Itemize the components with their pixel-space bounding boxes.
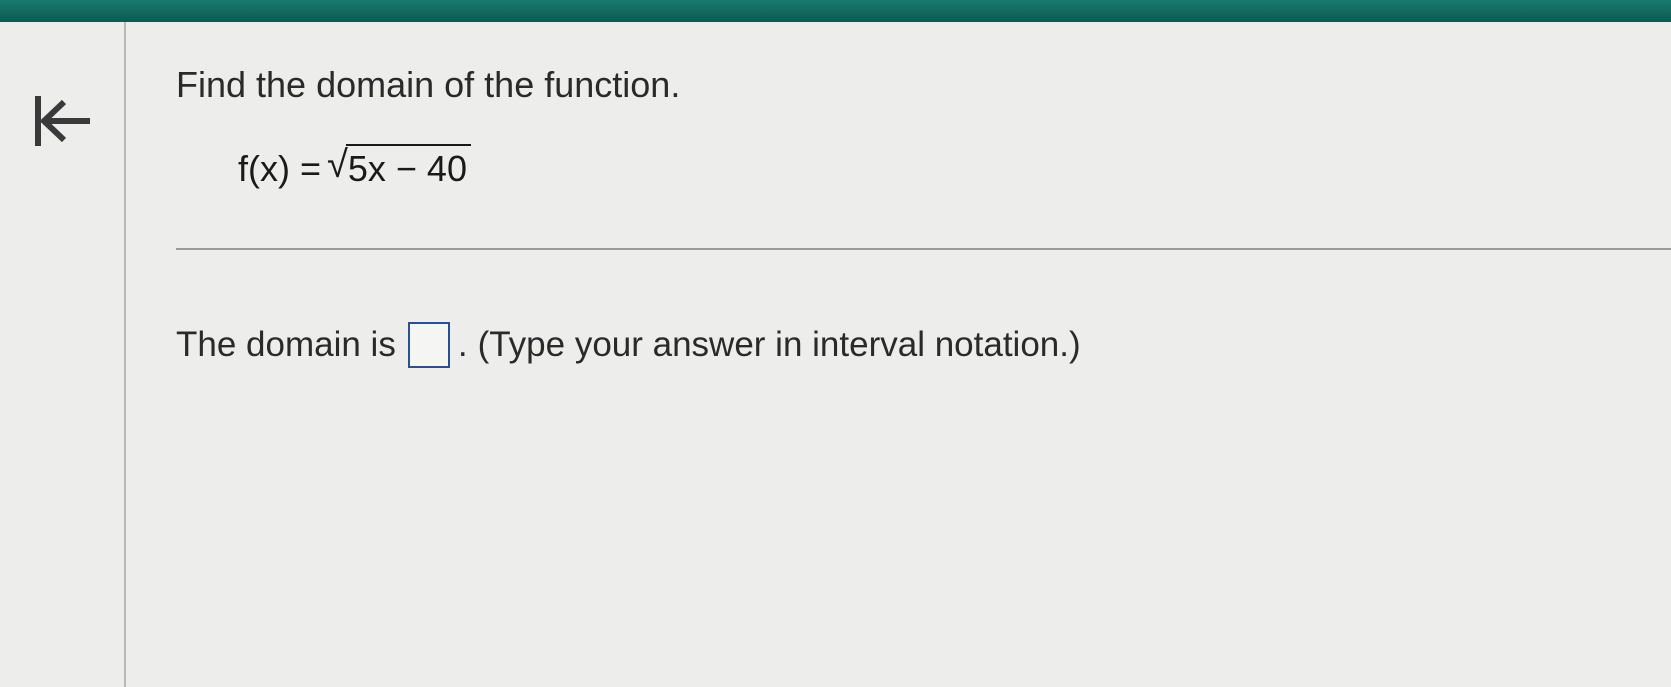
answer-row: The domain is . (Type your answer in int… <box>176 322 1671 368</box>
sqrt-expression: √ 5x − 40 <box>327 144 471 190</box>
page-container: Find the domain of the function. f(x) = … <box>0 22 1671 687</box>
answer-input[interactable] <box>408 322 450 368</box>
answer-prefix: The domain is <box>176 325 396 365</box>
function-formula: f(x) = √ 5x − 40 <box>238 144 1671 190</box>
question-content: Find the domain of the function. f(x) = … <box>126 22 1671 687</box>
answer-hint: (Type your answer in interval notation.) <box>478 325 1081 365</box>
back-button[interactable] <box>26 90 98 152</box>
answer-punct: . <box>458 325 468 365</box>
question-prompt: Find the domain of the function. <box>176 64 1671 106</box>
left-gutter <box>0 22 126 687</box>
back-arrow-icon <box>30 92 94 150</box>
section-divider <box>176 248 1671 250</box>
radicand: 5x − 40 <box>346 144 471 190</box>
window-top-bar <box>0 0 1671 22</box>
formula-lhs: f(x) = <box>238 148 321 190</box>
radical-icon: √ <box>327 146 348 192</box>
